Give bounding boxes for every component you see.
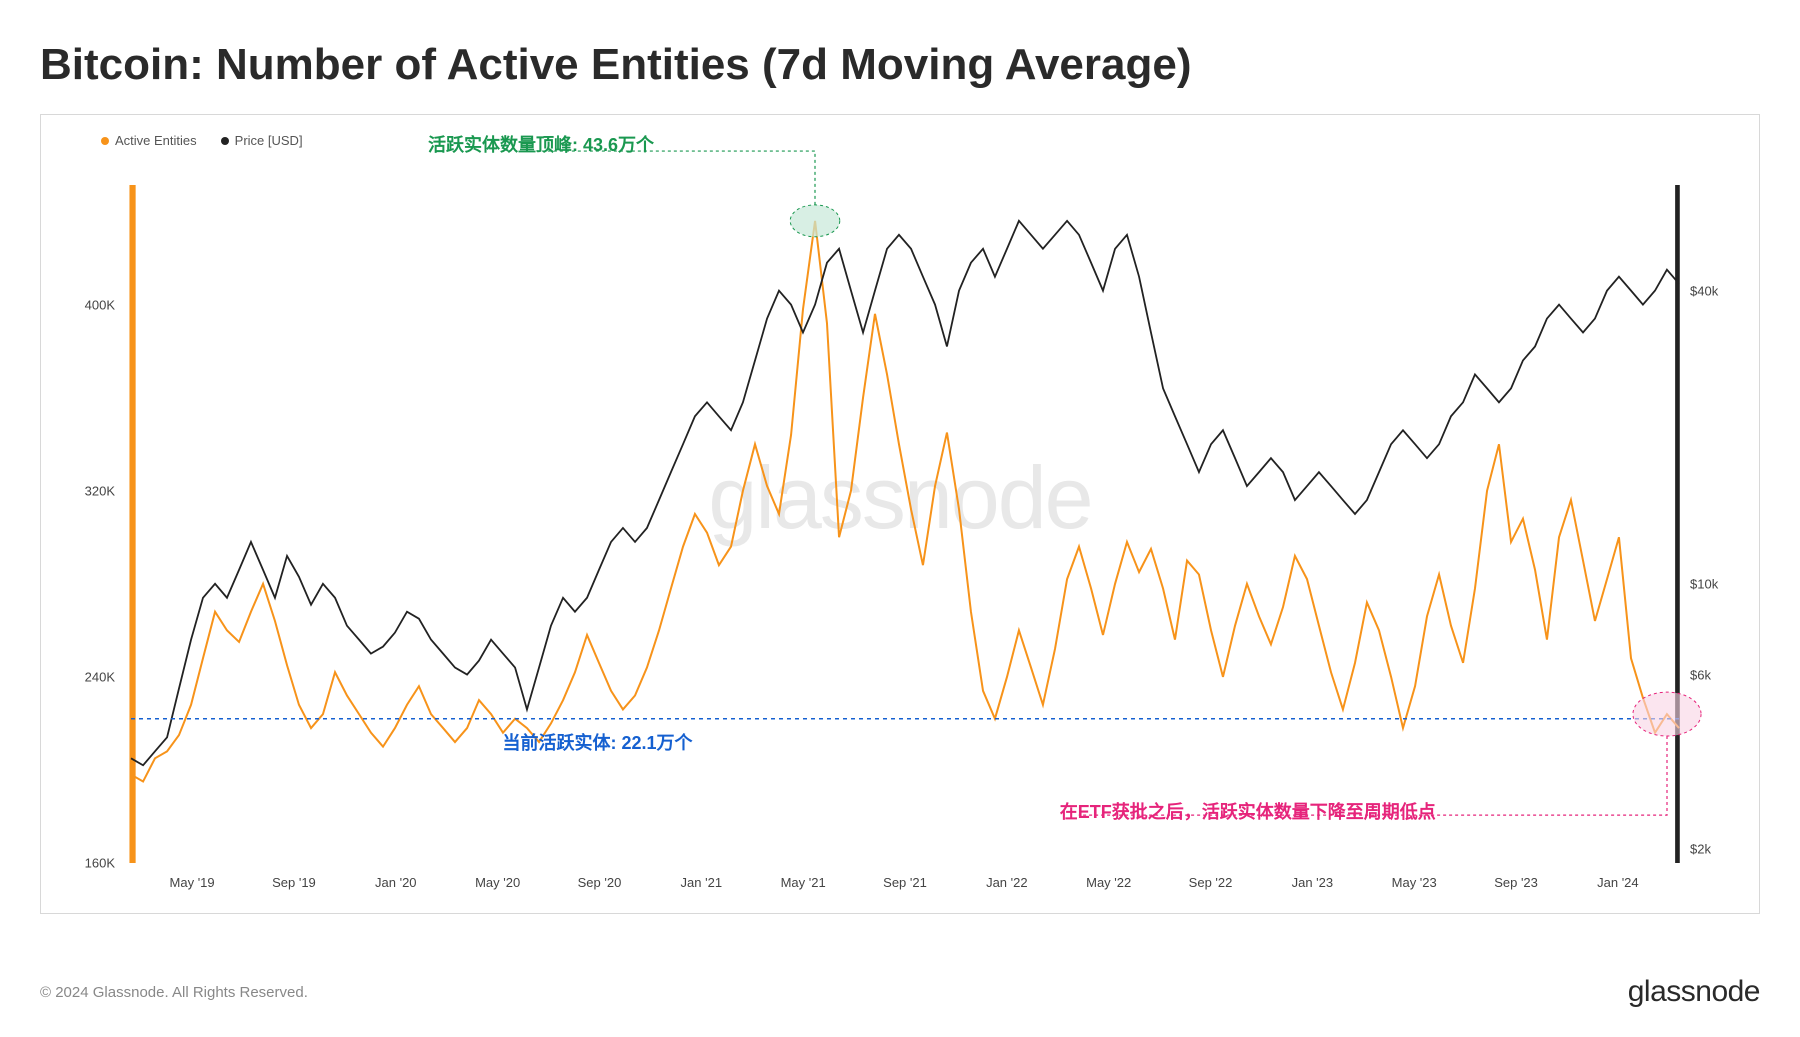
x-tick: May '20 — [475, 875, 520, 890]
x-tick: May '21 — [781, 875, 826, 890]
x-tick: Jan '21 — [681, 875, 723, 890]
peak-marker — [790, 205, 840, 237]
legend-dot-price — [221, 137, 229, 145]
x-tick: Jan '22 — [986, 875, 1028, 890]
y-right-tick: $6k — [1690, 667, 1711, 682]
y-left-axis: 160K240K320K400K — [61, 165, 121, 863]
y-left-tick: 240K — [85, 669, 115, 684]
brand-logo: glassnode — [1628, 975, 1760, 1009]
legend-item-price: Price [USD] — [221, 133, 303, 148]
x-tick: Jan '23 — [1292, 875, 1334, 890]
legend-label-entities: Active Entities — [115, 133, 197, 148]
peak-annotation: 活跃实体数量顶峰: 43.6万个 — [428, 131, 654, 157]
legend: Active Entities Price [USD] — [101, 133, 1739, 148]
y-right-tick: $40k — [1690, 283, 1718, 298]
legend-item-entities: Active Entities — [101, 133, 197, 148]
y-right-tick: $10k — [1690, 576, 1718, 591]
chart-svg — [131, 165, 1679, 863]
x-tick: Sep '23 — [1494, 875, 1538, 890]
x-tick: Jan '24 — [1597, 875, 1639, 890]
x-tick: Sep '20 — [578, 875, 622, 890]
x-tick: Jan '20 — [375, 875, 417, 890]
x-tick: Sep '19 — [272, 875, 316, 890]
etf-annotation: 在ETF获批之后，活跃实体数量下降至周期低点 — [1060, 798, 1436, 824]
y-right-axis: $2k $6k $10k $40k — [1690, 165, 1745, 863]
chart-title: Bitcoin: Number of Active Entities (7d M… — [40, 40, 1760, 90]
plot-area: 活跃实体数量顶峰: 43.6万个当前活跃实体: 22.1万个在ETF获批之后，活… — [131, 165, 1679, 863]
x-axis: May '19 Sep '19 Jan '20 May '20 Sep '20 Jan '… — [131, 875, 1679, 895]
y-left-tick: 400K — [85, 297, 115, 312]
x-tick: Sep '21 — [883, 875, 927, 890]
x-tick: May '19 — [170, 875, 215, 890]
entities-line — [131, 221, 1679, 782]
etf-marker — [1633, 692, 1701, 736]
copyright: © 2024 Glassnode. All Rights Reserved. — [40, 984, 308, 1001]
x-tick: Sep '22 — [1189, 875, 1233, 890]
current-annotation: 当前活跃实体: 22.1万个 — [503, 729, 693, 755]
y-left-tick: 320K — [85, 483, 115, 498]
x-tick: May '23 — [1392, 875, 1437, 890]
y-right-tick: $2k — [1690, 842, 1711, 857]
legend-dot-entities — [101, 137, 109, 145]
price-line — [131, 221, 1679, 765]
chart-frame: Active Entities Price [USD] glassnode 16… — [40, 114, 1760, 914]
x-tick: May '22 — [1086, 875, 1131, 890]
footer: © 2024 Glassnode. All Rights Reserved. g… — [40, 975, 1760, 1009]
y-left-tick: 160K — [85, 856, 115, 871]
legend-label-price: Price [USD] — [235, 133, 303, 148]
